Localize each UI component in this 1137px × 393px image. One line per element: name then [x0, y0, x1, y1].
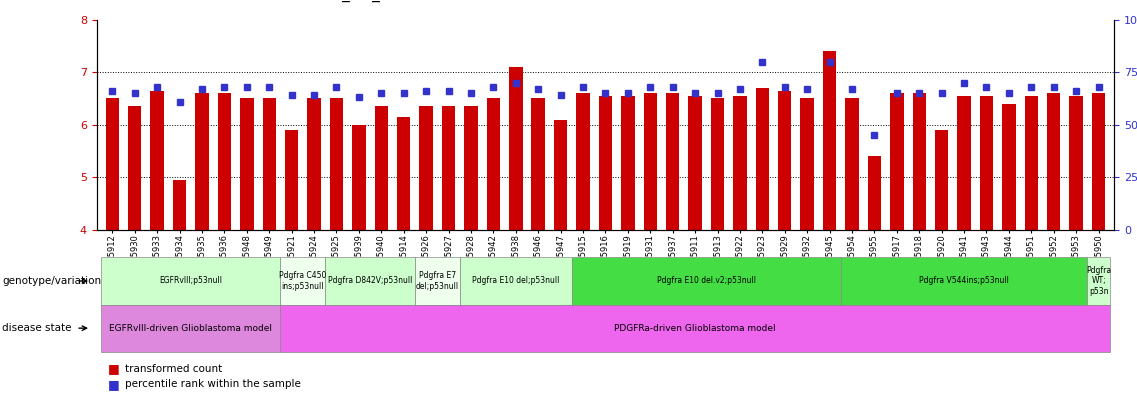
Bar	[756, 88, 769, 230]
Bar	[1002, 104, 1015, 230]
Text: disease state: disease state	[2, 323, 72, 333]
Bar	[711, 99, 724, 230]
Bar	[800, 99, 814, 230]
Bar	[576, 93, 590, 230]
Text: ■: ■	[108, 378, 119, 391]
Bar	[599, 96, 612, 230]
Bar	[1024, 96, 1038, 230]
Bar	[106, 99, 119, 230]
Bar	[196, 93, 209, 230]
Text: Pdgfra E7
del;p53null: Pdgfra E7 del;p53null	[416, 271, 459, 291]
Text: Pdgfra
WT;
p53n: Pdgfra WT; p53n	[1086, 266, 1111, 296]
Bar	[1047, 93, 1061, 230]
Bar	[957, 96, 971, 230]
Bar	[150, 91, 164, 230]
Text: percentile rank within the sample: percentile rank within the sample	[125, 379, 301, 389]
Bar	[1070, 96, 1082, 230]
Bar	[420, 107, 433, 230]
Bar	[509, 67, 523, 230]
Bar	[442, 107, 455, 230]
Bar	[980, 96, 994, 230]
Bar	[487, 99, 500, 230]
Bar	[935, 130, 948, 230]
Bar	[733, 96, 747, 230]
Text: Pdgfra E10 del;p53null: Pdgfra E10 del;p53null	[472, 277, 559, 285]
Bar	[845, 99, 858, 230]
Bar	[173, 180, 186, 230]
Bar	[217, 93, 231, 230]
Bar	[644, 93, 657, 230]
Bar	[330, 99, 343, 230]
Bar	[128, 107, 141, 230]
Bar	[688, 96, 702, 230]
Text: Pdgfra V544ins;p53null: Pdgfra V544ins;p53null	[919, 277, 1009, 285]
Bar	[778, 91, 791, 230]
Bar	[307, 99, 321, 230]
Text: PDGFRa-driven Glioblastoma model: PDGFRa-driven Glioblastoma model	[614, 324, 775, 332]
Text: GDS4821 / 1455255_PM_at: GDS4821 / 1455255_PM_at	[188, 0, 395, 2]
Bar	[531, 99, 545, 230]
Bar	[621, 96, 634, 230]
Bar	[1092, 93, 1105, 230]
Text: EGFRvIII;p53null: EGFRvIII;p53null	[159, 277, 223, 285]
Text: ■: ■	[108, 362, 119, 375]
Text: transformed count: transformed count	[125, 364, 223, 374]
Bar	[240, 99, 254, 230]
Bar	[666, 93, 680, 230]
Text: Pdgfra E10 del.v2;p53null: Pdgfra E10 del.v2;p53null	[657, 277, 756, 285]
Bar	[263, 99, 276, 230]
Text: Pdgfra C450
ins;p53null: Pdgfra C450 ins;p53null	[280, 271, 326, 291]
Bar	[374, 107, 388, 230]
Bar	[554, 119, 567, 230]
Text: EGFRvIII-driven Glioblastoma model: EGFRvIII-driven Glioblastoma model	[109, 324, 272, 332]
Bar	[285, 130, 298, 230]
Bar	[464, 107, 478, 230]
Bar	[890, 93, 904, 230]
Bar	[868, 156, 881, 230]
Text: Pdgfra D842V;p53null: Pdgfra D842V;p53null	[327, 277, 413, 285]
Bar	[352, 125, 366, 230]
Bar	[397, 117, 410, 230]
Text: genotype/variation: genotype/variation	[2, 276, 101, 286]
Bar	[913, 93, 926, 230]
Bar	[823, 51, 837, 230]
